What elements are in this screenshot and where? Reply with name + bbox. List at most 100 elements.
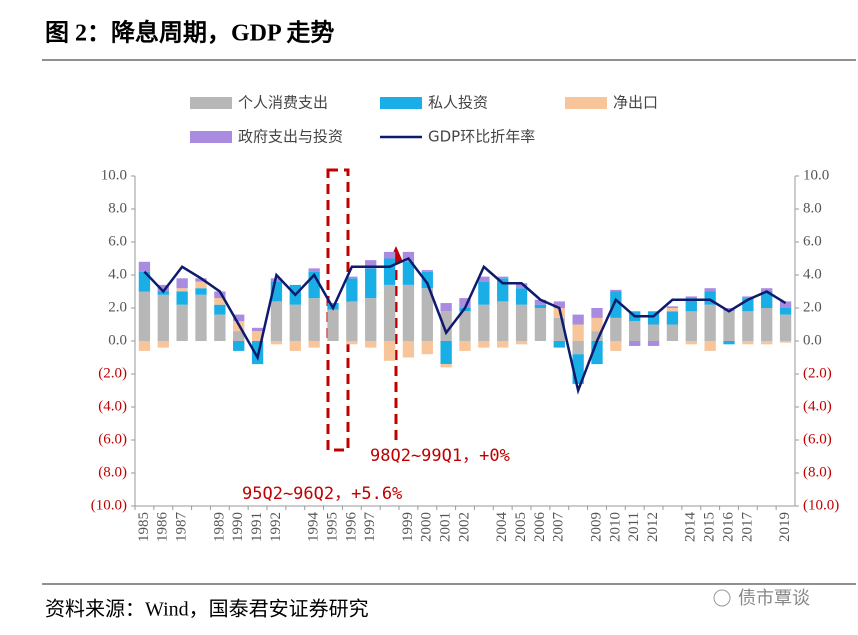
y-tick-label: (8.0): [98, 464, 127, 480]
annotation: 95Q2~96Q2，+5.6%: [242, 484, 402, 504]
bar: [289, 304, 301, 341]
bar: [666, 306, 679, 308]
bar: [704, 291, 716, 305]
bar: [383, 341, 396, 361]
x-tick-label: 2014: [683, 512, 699, 543]
bar: [459, 311, 471, 341]
bar: [478, 276, 490, 282]
bar: [440, 303, 452, 312]
bar: [572, 341, 584, 355]
y2-tick-label: (10.0): [803, 497, 839, 513]
bar: [685, 296, 697, 299]
x-tick-label: 1987: [174, 512, 190, 543]
x-tick-label: 1989: [211, 512, 227, 542]
bar: [478, 281, 490, 305]
bar: [214, 314, 226, 341]
x-tick-label: 2012: [645, 512, 661, 542]
bar: [497, 278, 509, 302]
x-tick-label: 1986: [155, 512, 171, 543]
bar: [779, 301, 792, 308]
x-tick-label: 1990: [230, 512, 246, 542]
x-tick-label: 2002: [456, 512, 472, 542]
bar: [685, 298, 697, 312]
legend-swatch: [190, 97, 232, 109]
bar: [176, 278, 188, 289]
bar: [233, 331, 245, 341]
y2-tick-label: 0.0: [803, 332, 822, 348]
bar: [572, 354, 584, 384]
legend-swatch: [565, 97, 607, 109]
bar: [365, 260, 377, 269]
bar: [572, 324, 584, 341]
bar: [383, 284, 396, 341]
bar: [515, 283, 528, 289]
bar: [270, 281, 283, 302]
bar: [553, 317, 565, 341]
bar: [685, 341, 697, 345]
bar: [704, 341, 716, 351]
x-tick-label: 2005: [513, 512, 529, 542]
bar: [553, 301, 565, 308]
y2-tick-label: (4.0): [803, 398, 832, 414]
bar: [365, 268, 377, 299]
bar: [214, 298, 226, 305]
bar: [742, 311, 754, 341]
bar: [647, 341, 660, 346]
bar: [742, 298, 754, 312]
line: [143, 256, 787, 395]
bar: [138, 261, 151, 272]
bar: [459, 298, 471, 308]
bar: [365, 298, 377, 341]
x-tick-label: 1997: [362, 512, 378, 543]
bar: [176, 291, 188, 305]
bar: [779, 341, 792, 343]
bar: [233, 314, 245, 322]
legend-swatch: [190, 131, 232, 143]
bar: [346, 301, 358, 341]
bar: [157, 294, 169, 341]
bar: [666, 311, 679, 325]
bar: [195, 294, 207, 341]
bar: [383, 251, 396, 259]
bar: [591, 331, 603, 341]
bar: [685, 311, 697, 341]
bar: [629, 341, 641, 346]
x-tick-label: 2011: [626, 512, 642, 541]
bar: [572, 314, 584, 325]
annotation: 98Q2~99Q1，+0%: [370, 446, 510, 466]
bar: [346, 278, 358, 302]
bar: [440, 311, 452, 341]
bar: [195, 281, 207, 289]
y2-tick-label: 6.0: [803, 233, 822, 249]
bar: [251, 327, 264, 332]
y-tick-label: 8.0: [108, 200, 127, 216]
y-tick-label: 4.0: [108, 266, 127, 282]
bar: [270, 341, 283, 345]
x-tick-label: 2001: [438, 512, 454, 542]
bar: [421, 341, 433, 355]
bar: [610, 289, 622, 292]
bar: [251, 331, 264, 341]
bar: [610, 317, 622, 341]
bar: [478, 304, 490, 341]
bar: [383, 258, 396, 285]
bar: [289, 341, 301, 351]
watermark: 债市覃谈: [738, 588, 810, 609]
bar: [515, 341, 528, 345]
bar: [308, 271, 320, 299]
legend-label: 政府支出与投资: [238, 128, 343, 146]
y-tick-label: 2.0: [108, 299, 127, 315]
bar: [497, 301, 509, 341]
x-tick-label: 2004: [494, 512, 510, 543]
bar: [402, 341, 415, 358]
x-tick-label: 1995: [324, 512, 340, 542]
x-tick-label: 2015: [702, 512, 718, 542]
x-tick-label: 1985: [136, 512, 152, 542]
bar: [647, 311, 660, 325]
bar: [742, 341, 754, 345]
bar: [176, 304, 188, 341]
legend-label: 净出口: [613, 94, 658, 112]
bar: [515, 288, 528, 305]
bar: [761, 291, 773, 308]
